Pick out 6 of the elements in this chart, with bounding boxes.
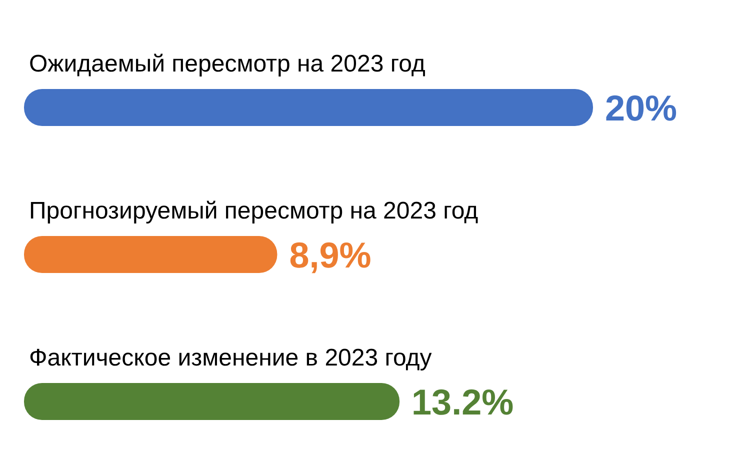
y-tick-label: Фактическое изменение в 2023 году xyxy=(29,344,432,371)
data-label: 8,9% xyxy=(289,234,372,275)
y-tick-label: Ожидаемый пересмотр на 2023 год xyxy=(29,50,426,77)
data-label: 20% xyxy=(605,87,678,128)
data-label: 13.2% xyxy=(412,381,514,422)
y-tick-label: Прогнозируемый пересмотр на 2023 год xyxy=(29,197,478,224)
